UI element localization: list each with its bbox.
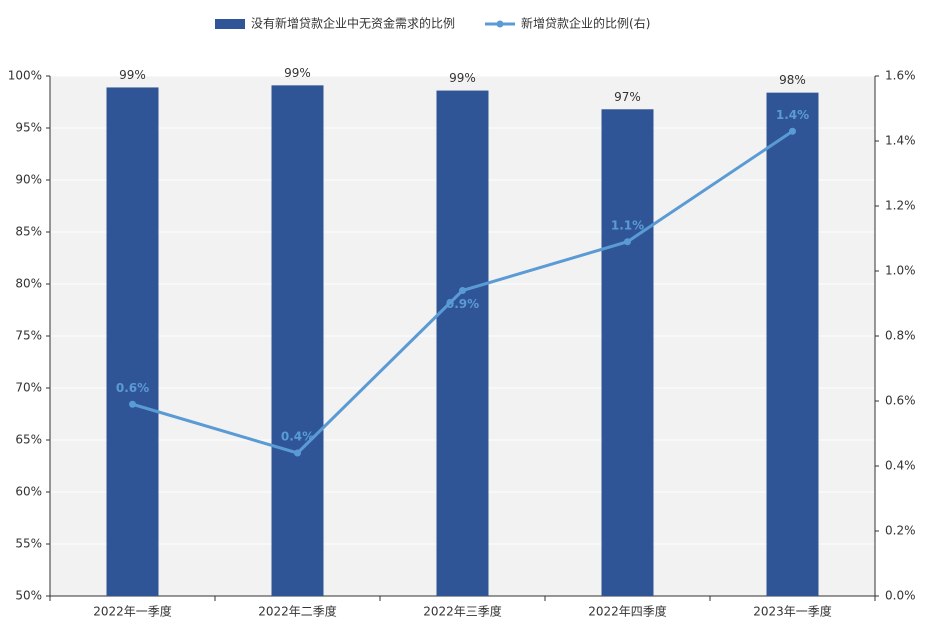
bar-value-label: 99%: [284, 66, 311, 80]
line-value-label: 0.9%: [446, 297, 479, 311]
x-tick-label: 2023年一季度: [753, 604, 832, 619]
y-tick-label: 90%: [15, 173, 42, 187]
bar-value-label: 99%: [119, 68, 146, 82]
line-point: [129, 400, 136, 408]
y2-tick-label: 0.8%: [885, 329, 916, 343]
y2-tick-label: 1.4%: [885, 134, 916, 148]
bar: [106, 87, 159, 596]
line-value-label: 1.4%: [776, 108, 809, 122]
x-tick-label: 2022年四季度: [588, 604, 667, 619]
bar: [271, 85, 324, 597]
bar-value-label: 99%: [449, 71, 476, 85]
bar: [601, 109, 654, 596]
y-tick-label: 55%: [15, 537, 42, 551]
y-tick-label: 85%: [15, 225, 42, 239]
legend-label: 没有新增贷款企业中无资金需求的比例: [251, 16, 455, 31]
line-point: [789, 127, 796, 135]
y-tick-label: 95%: [15, 121, 42, 135]
x-tick-label: 2022年二季度: [258, 604, 337, 619]
line-point: [459, 287, 466, 294]
y-tick-label: 65%: [15, 433, 42, 447]
bar: [436, 90, 489, 596]
y-tick-label: 75%: [15, 329, 42, 343]
line-point: [624, 238, 631, 246]
y2-tick-label: 1.6%: [885, 69, 916, 83]
x-tick-label: 2022年三季度: [423, 604, 502, 619]
bar-value-label: 98%: [779, 73, 806, 87]
y2-tick-label: 1.2%: [885, 199, 916, 213]
line-value-label: 0.6%: [116, 381, 149, 395]
legend-swatch: [496, 20, 504, 28]
line-value-label: 0.4%: [281, 430, 314, 444]
line-value-label: 1.1%: [611, 218, 644, 232]
bar: [766, 92, 819, 596]
line-point: [294, 449, 301, 457]
y2-tick-label: 0.4%: [885, 459, 916, 473]
y-tick-label: 70%: [15, 381, 42, 395]
x-tick-label: 2022年一季度: [93, 604, 172, 619]
y-tick-label: 100%: [8, 69, 42, 83]
y2-tick-label: 0.2%: [885, 524, 916, 538]
y-tick-label: 80%: [15, 277, 42, 291]
bar-value-label: 97%: [614, 90, 641, 104]
y2-tick-label: 0.0%: [885, 589, 916, 603]
y2-tick-label: 0.6%: [885, 394, 916, 408]
y-tick-label: 60%: [15, 485, 42, 499]
legend-label: 新增贷款企业的比例(右): [521, 16, 650, 31]
y2-tick-label: 1.0%: [885, 264, 916, 278]
legend-swatch: [215, 19, 245, 29]
y-tick-label: 50%: [15, 589, 42, 603]
